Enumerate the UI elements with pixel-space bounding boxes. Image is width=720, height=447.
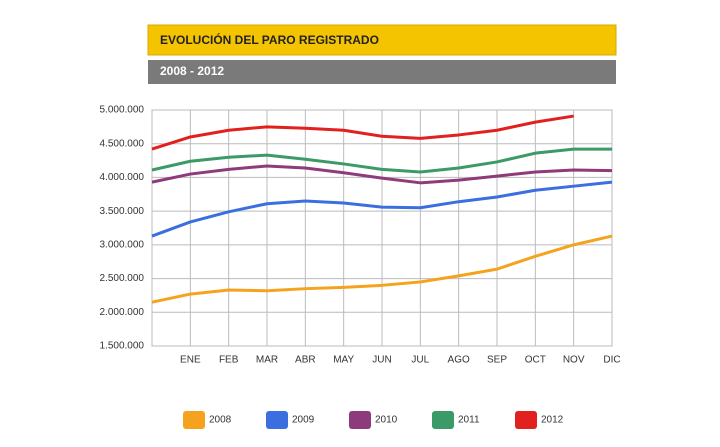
y-tick-label: 5.000.000: [100, 105, 145, 116]
legend-label: 2008: [209, 415, 232, 426]
x-tick-label: DIC: [603, 355, 620, 366]
x-tick-label: JUN: [372, 355, 391, 366]
subtitle-banner: [148, 60, 616, 84]
legend-label: 2010: [375, 415, 398, 426]
chart-subtitle: 2008 - 2012: [160, 64, 224, 78]
y-tick-label: 2.000.000: [100, 307, 145, 318]
y-tick-label: 4.500.000: [100, 138, 145, 149]
x-tick-label: ENE: [180, 355, 201, 366]
legend-swatch: [349, 411, 371, 429]
x-tick-label: ABR: [295, 355, 316, 366]
x-tick-label: NOV: [563, 355, 585, 366]
title-banner: [147, 24, 617, 56]
x-tick-label: MAY: [333, 355, 354, 366]
series-line: [151, 164, 613, 185]
legend-swatch: [515, 411, 537, 429]
x-tick-label: MAR: [256, 355, 278, 366]
legend-swatch: [266, 411, 288, 429]
chart-title: EVOLUCIÓN DEL PARO REGISTRADO: [160, 32, 379, 47]
legend-swatch: [183, 411, 205, 429]
legend-label: 2009: [292, 415, 315, 426]
legend-label: 2011: [458, 415, 480, 426]
series-line: [151, 180, 613, 238]
x-tick-label: AGO: [448, 355, 470, 366]
legend-label: 2012: [541, 415, 564, 426]
series-line: [151, 114, 574, 151]
legend-swatch: [432, 411, 454, 429]
x-tick-label: JUL: [411, 355, 429, 366]
x-tick-label: FEB: [219, 355, 239, 366]
y-tick-label: 4.000.000: [100, 172, 145, 183]
x-tick-label: OCT: [525, 355, 546, 366]
y-tick-label: 3.500.000: [100, 206, 145, 217]
y-tick-label: 3.000.000: [100, 239, 145, 250]
x-tick-label: SEP: [487, 355, 507, 366]
y-tick-label: 1.500.000: [100, 341, 145, 352]
y-tick-label: 2.500.000: [100, 273, 145, 284]
series-line: [151, 147, 612, 174]
series-line: [151, 234, 613, 304]
